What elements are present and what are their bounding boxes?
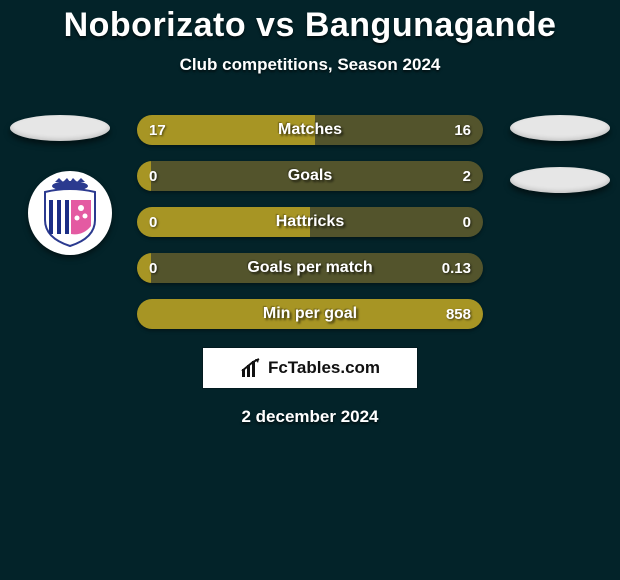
stat-row: Matches1716 [137,115,483,145]
page-title: Noborizato vs Bangunagande [0,6,620,45]
stats-area: Matches1716 Goals02 Hattricks00 Goals per m… [0,115,620,427]
bar-left-fill [137,115,315,145]
bar-right-fill [151,161,483,191]
stat-bars: Matches1716 Goals02 Hattricks00 Goals per m… [137,115,483,329]
shield-icon [35,178,105,248]
chart-icon [240,357,262,379]
club-logo [28,171,112,255]
stat-row: Goals02 [137,161,483,191]
footer-brand-text: FcTables.com [268,358,380,378]
bar-left-fill [137,207,310,237]
bar-left-fill [137,299,483,329]
stat-row: Hattricks00 [137,207,483,237]
player-right-badge-2 [510,167,610,193]
stat-row: Min per goal858 [137,299,483,329]
bar-right-fill [151,253,483,283]
footer-brand: FcTables.com [202,347,418,389]
player-left-badge [10,115,110,141]
bar-right-fill [315,115,483,145]
subtitle: Club competitions, Season 2024 [0,55,620,75]
player-right-badge-1 [510,115,610,141]
bar-left-fill [137,161,151,191]
bar-left-fill [137,253,151,283]
bar-right-fill [310,207,483,237]
date-text: 2 december 2024 [0,407,620,427]
stat-row: Goals per match00.13 [137,253,483,283]
